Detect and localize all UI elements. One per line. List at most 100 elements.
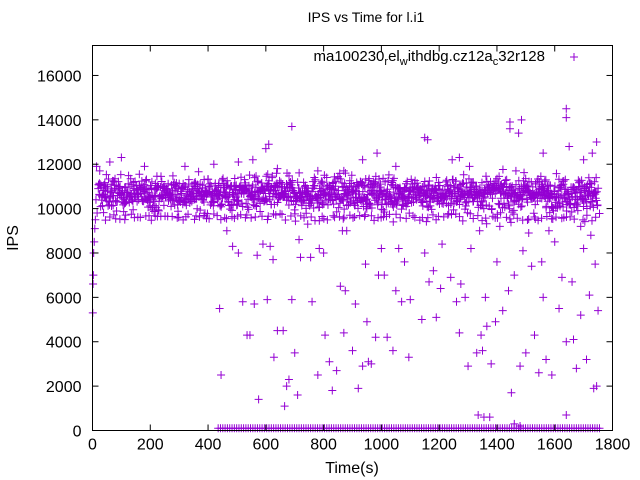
data-point [469,178,478,187]
data-point [361,260,370,269]
data-point [253,251,262,260]
data-point [573,198,582,207]
data-point [476,183,485,192]
data-point [576,222,585,231]
data-point [284,375,293,384]
data-point [121,211,130,220]
data-point [323,200,332,209]
data-point [509,210,518,219]
x-tick-label: 1200 [421,437,457,454]
data-point [286,211,295,220]
data-point [407,175,416,184]
data-point [464,174,473,183]
data-point [234,197,243,206]
data-point [517,115,526,124]
data-point [548,215,557,224]
data-point [481,214,490,223]
data-point [315,216,324,225]
data-point [302,209,311,218]
data-point [341,286,350,295]
data-point [594,306,603,315]
data-point [217,371,226,380]
data-point [196,206,205,215]
data-point [184,175,193,184]
data-point [251,212,260,221]
data-point [541,175,550,184]
data-point [191,211,200,220]
data-point [216,215,225,224]
x-tick-label: 600 [252,437,279,454]
data-point [441,191,450,200]
data-point [229,200,238,209]
data-point [365,174,374,183]
data-point [263,295,272,304]
data-point [238,297,247,306]
data-point [147,177,156,186]
data-point [318,178,327,187]
data-point [592,382,601,391]
data-point [342,183,351,192]
data-point [247,213,256,222]
data-point [230,174,239,183]
data-point [242,211,251,220]
x-axis-label: Time(s) [325,460,379,477]
data-point [361,195,370,204]
data-point [329,211,338,220]
data-point [256,207,265,216]
data-point [400,257,409,266]
x-tick-label: 200 [137,437,164,454]
data-point [380,208,389,217]
data-point [311,175,320,184]
data-point [107,202,116,211]
data-point [389,174,398,183]
data-point [585,291,594,300]
data-point [530,212,539,221]
legend-marker-icon [570,53,578,61]
data-point [377,244,386,253]
data-point [280,402,289,411]
data-point [95,166,104,175]
data-point [589,203,598,212]
data-point [131,177,140,186]
data-point [321,331,330,340]
data-point [396,213,405,222]
legend-label-part: ithdbg.cz12a [408,48,494,65]
data-point [99,208,108,217]
data-point [446,273,455,282]
data-point [263,170,272,179]
data-point [482,322,491,331]
data-point [423,135,432,144]
data-point [109,210,118,219]
x-tick-label: 1000 [364,437,400,454]
data-point [403,177,412,186]
data-point [254,194,263,203]
legend-label-part: 32r128 [498,48,545,65]
data-point [228,242,237,251]
data-point [387,180,396,189]
data-point [109,201,118,210]
y-tick-label: 4000 [46,335,82,352]
data-point [448,155,457,164]
data-point [438,240,447,249]
data-point [350,212,359,221]
data-point [276,209,285,218]
data-point [102,170,111,179]
data-point [508,182,517,191]
data-point [115,215,124,224]
data-point [281,215,290,224]
data-point [523,216,532,225]
data-point [547,202,556,211]
data-point [293,390,302,399]
data-point [496,208,505,217]
data-point [582,198,591,207]
data-point [277,210,286,219]
data-point [332,207,341,216]
data-point [474,410,483,419]
data-point [481,293,490,302]
data-point [539,149,548,158]
data-point [208,197,217,206]
data-point [473,211,482,220]
data-point [436,284,445,293]
data-point [592,187,601,196]
data-point [261,144,270,153]
